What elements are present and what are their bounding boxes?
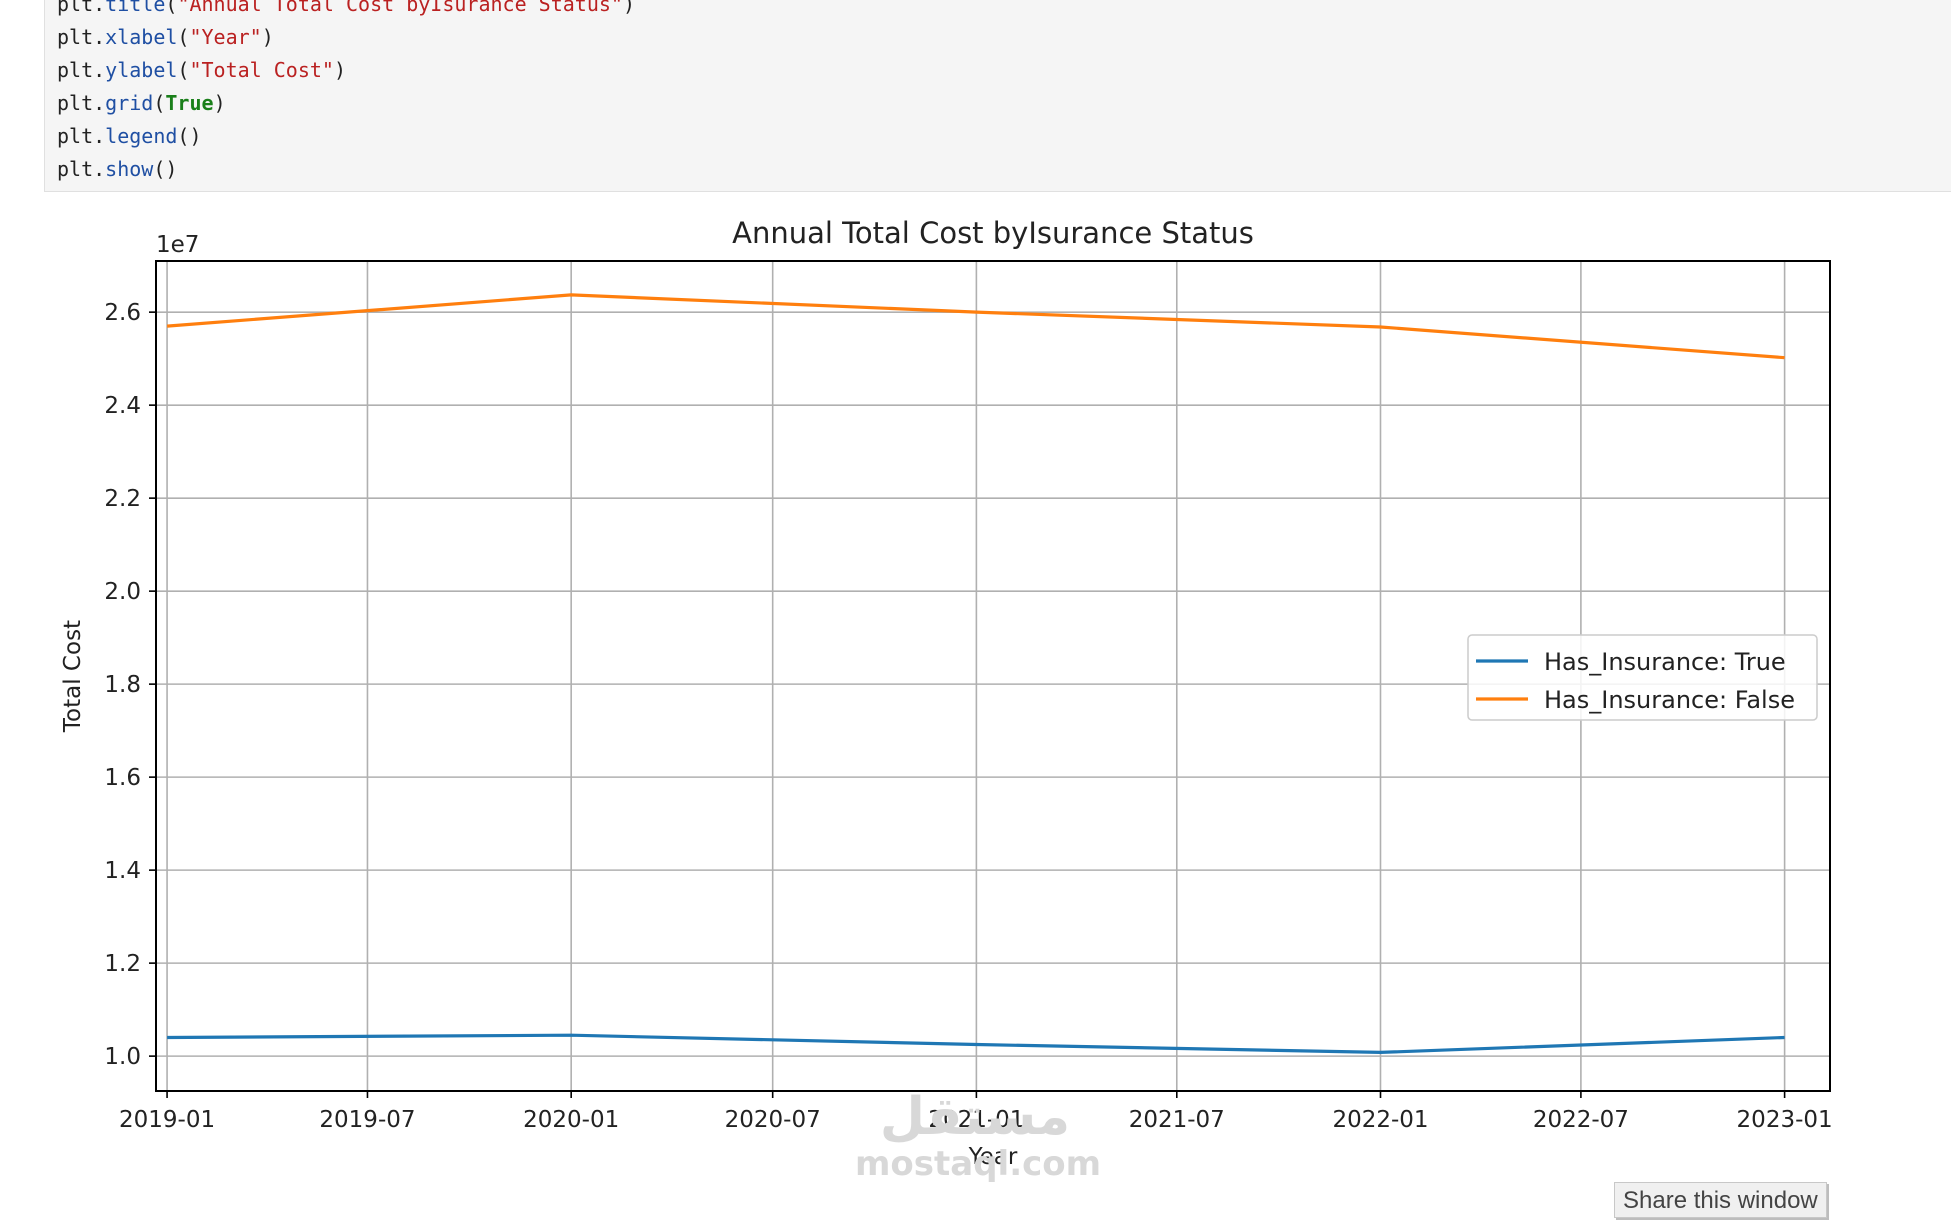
code-token: ( <box>177 58 190 82</box>
code-token: grid <box>105 91 154 115</box>
code-token: . <box>93 25 106 49</box>
code-token: ( <box>177 25 190 49</box>
share-window-button[interactable]: Share this window <box>1614 1182 1827 1218</box>
legend-box <box>1467 634 1818 721</box>
y-tick-label: 1.4 <box>104 858 141 884</box>
code-token: ) <box>213 91 226 115</box>
code-token: True <box>165 91 214 115</box>
code-token: plt <box>57 25 94 49</box>
code-token: xlabel <box>105 25 178 49</box>
y-tick-label: 2.2 <box>104 486 141 512</box>
code-token: plt <box>57 0 94 16</box>
code-token: . <box>93 0 106 16</box>
y-tick-label: 2.0 <box>104 579 141 605</box>
x-tick-label: 2022-01 <box>1332 1107 1428 1133</box>
code-token: "Total Cost" <box>189 58 334 82</box>
code-token: . <box>93 58 106 82</box>
code-token: "Annual Total Cost byIsurance Status" <box>177 0 623 16</box>
y-axis-label: Total Cost <box>60 620 86 733</box>
y-tick-label: 1.0 <box>104 1044 141 1070</box>
code-line: plt.grid(True) <box>57 91 226 115</box>
code-token: . <box>93 91 106 115</box>
code-cell[interactable]: plt.title("Annual Total Cost byIsurance … <box>44 0 1951 192</box>
code-token: ( <box>153 91 166 115</box>
code-token: "Year" <box>189 25 262 49</box>
code-line: plt.title("Annual Total Cost byIsurance … <box>57 0 635 16</box>
code-token: ( <box>165 0 178 16</box>
code-token: plt <box>57 58 94 82</box>
x-tick-label: 2021-01 <box>928 1107 1024 1133</box>
code-token: () <box>177 124 202 148</box>
code-token: show <box>105 157 154 181</box>
code-token: title <box>105 0 166 16</box>
code-line: plt.legend() <box>57 124 202 148</box>
x-tick-label: 2023-01 <box>1737 1107 1833 1133</box>
legend-entry: Has_Insurance: False <box>1544 686 1795 714</box>
code-line: plt.ylabel("Total Cost") <box>57 58 346 82</box>
x-tick-label: 2020-07 <box>725 1107 821 1133</box>
code-token: ylabel <box>105 58 178 82</box>
x-tick-label: 2022-07 <box>1533 1107 1629 1133</box>
code-line: plt.show() <box>57 157 177 181</box>
code-token: plt <box>57 91 94 115</box>
y-tick-label: 1.6 <box>104 765 141 791</box>
axes-frame <box>155 260 1831 1092</box>
x-tick-label: 2019-01 <box>119 1107 215 1133</box>
code-token: () <box>153 157 178 181</box>
chart: 2019-01 2019-07 2020-01 2020-07 2021-01 2021-… <box>60 216 1833 1170</box>
y-offset-label: 1e7 <box>156 232 199 258</box>
y-tick-label: 2.6 <box>104 300 141 326</box>
y-tick-label: 2.4 <box>104 393 141 419</box>
code-token: ) <box>333 58 347 82</box>
code-token: . <box>93 124 106 148</box>
x-tick-label: 2020-01 <box>523 1107 619 1133</box>
code-token: plt <box>57 124 94 148</box>
x-axis-label: Year <box>968 1144 1018 1170</box>
code-token: . <box>93 157 106 181</box>
code-token: legend <box>105 124 178 148</box>
chart-title: Annual Total Cost byIsurance Status <box>732 216 1254 250</box>
x-tick-label: 2021-07 <box>1129 1107 1225 1133</box>
y-tick-label: 1.8 <box>104 672 141 698</box>
legend-entry: Has_Insurance: True <box>1544 648 1786 676</box>
code-token: ) <box>622 0 636 16</box>
y-tick-label: 1.2 <box>104 951 141 977</box>
code-token: plt <box>57 157 94 181</box>
code-token: ) <box>261 25 274 49</box>
code-line: plt.xlabel("Year") <box>57 25 274 49</box>
x-tick-label: 2019-07 <box>319 1107 415 1133</box>
